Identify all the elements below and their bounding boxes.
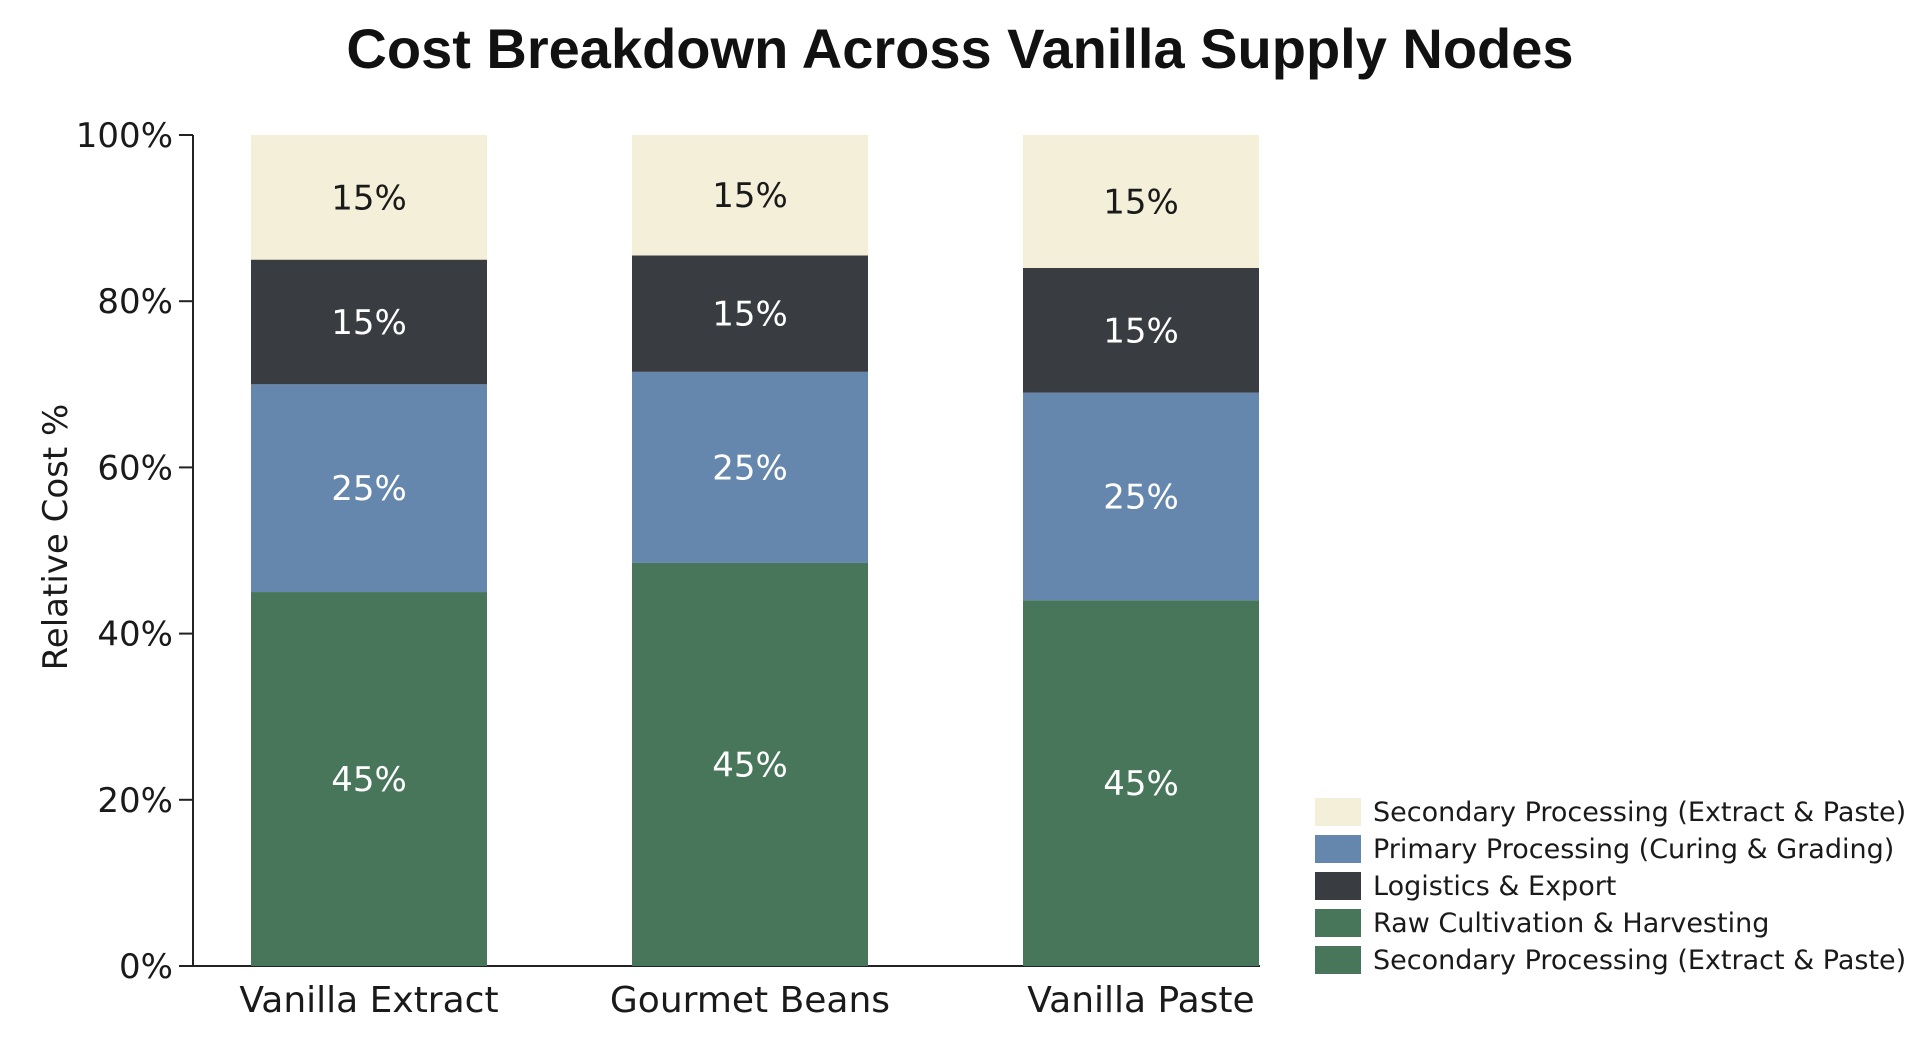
chart-title: Cost Breakdown Across Vanilla Supply Nod… [346,17,1573,80]
y-axis-label: Relative Cost % [36,404,76,671]
bar-value-label: 15% [331,303,407,343]
legend-label: Raw Cultivation & Harvesting [1373,908,1769,939]
bar-segment [632,562,868,966]
bar-segment [1023,135,1259,268]
bar-segment [251,384,487,593]
bar-value-label: 15% [1103,182,1179,222]
x-tick-labels: Vanilla Extract Gourmet Beans Vanilla Past… [239,980,1254,1021]
bar-segment [1023,392,1259,601]
y-tick-label: 60% [97,448,173,488]
bar-value-label: 25% [1103,477,1179,517]
bar-value-label: 45% [331,760,407,800]
legend-swatch [1315,909,1361,937]
legend-label: Primary Processing (Curing & Grading) [1373,834,1894,865]
bar-value-label: 45% [1103,764,1179,804]
bar-value-label: 25% [712,448,788,488]
legend-swatch [1315,835,1361,863]
legend-label: Logistics & Export [1373,871,1616,902]
legend-swatch [1315,798,1361,826]
y-tick-label: 100% [76,116,173,156]
bar-value-label: 15% [712,176,788,216]
bar-value-label: 45% [712,745,788,785]
bar-segment [251,259,487,385]
legend-swatch [1315,872,1361,900]
y-tick-label: 0% [119,947,173,987]
legend: Secondary Processing (Extract & Paste) Pr… [1315,797,1906,976]
bar-value-label: 15% [331,178,407,218]
legend-label: Secondary Processing (Extract & Paste) [1373,797,1906,828]
bar-segment [632,371,868,563]
y-tick-label: 40% [97,615,173,655]
bar-segment [1023,600,1259,966]
legend-swatch [1315,946,1361,974]
bar-value-label: 15% [712,295,788,335]
bar-segment [632,135,868,256]
bar-segment [1023,267,1259,393]
y-tick-label: 80% [97,282,173,322]
x-tick-label: Vanilla Extract [239,980,498,1021]
bar-segment [251,592,487,966]
axes: 0% 20% 40% 60% 80% 100% [76,116,1260,987]
x-tick-label: Vanilla Paste [1027,980,1254,1021]
bar-segment [632,255,868,372]
bar-value-label: 25% [331,469,407,509]
bar-segment [251,135,487,260]
bars: 45% 25% 15% 15% 45% 25% 15% 15% 45% 25% 15% 15% [251,135,1259,966]
x-tick-label: Gourmet Beans [610,980,890,1021]
legend-label: Secondary Processing (Extract & Paste) [1373,945,1906,976]
y-tick-label: 20% [97,781,173,821]
bar-value-label: 15% [1103,311,1179,351]
